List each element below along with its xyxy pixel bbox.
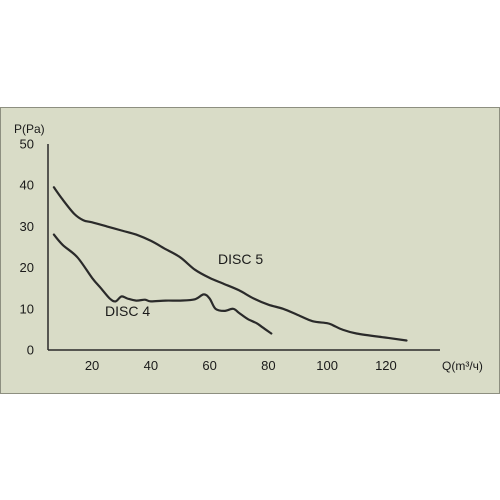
y-axis-label: P(Pa) — [14, 122, 45, 136]
line-chart: P(Pa) Q(m³/ч) 20 40 60 80 100 120 0 10 20 30 40 50… — [0, 107, 500, 394]
y-tick-labels: 0 10 20 30 40 50 — [20, 137, 34, 358]
x-tick-label: 40 — [144, 358, 158, 373]
chart-background — [0, 107, 500, 394]
x-tick-label: 120 — [375, 358, 397, 373]
x-tick-label: 60 — [202, 358, 216, 373]
y-tick-label: 50 — [20, 137, 34, 152]
y-tick-label: 10 — [20, 301, 34, 316]
x-tick-label: 100 — [316, 358, 338, 373]
chart-panel: P(Pa) Q(m³/ч) 20 40 60 80 100 120 0 10 20 30 40 50… — [0, 107, 500, 394]
x-tick-label: 20 — [85, 358, 99, 373]
y-tick-label: 30 — [20, 219, 34, 234]
y-tick-label: 20 — [20, 260, 34, 275]
x-axis-label: Q(m³/ч) — [442, 359, 483, 373]
series-label-disc-5: DISC 5 — [218, 251, 263, 267]
y-tick-label: 0 — [27, 343, 34, 358]
x-tick-labels: 20 40 60 80 100 120 — [85, 358, 397, 373]
series-label-disc-4: DISC 4 — [105, 303, 150, 319]
series-line-disc-5 — [52, 186, 408, 342]
x-tick-label: 80 — [261, 358, 275, 373]
y-tick-label: 40 — [20, 178, 34, 193]
series-line-disc-4 — [52, 233, 273, 335]
